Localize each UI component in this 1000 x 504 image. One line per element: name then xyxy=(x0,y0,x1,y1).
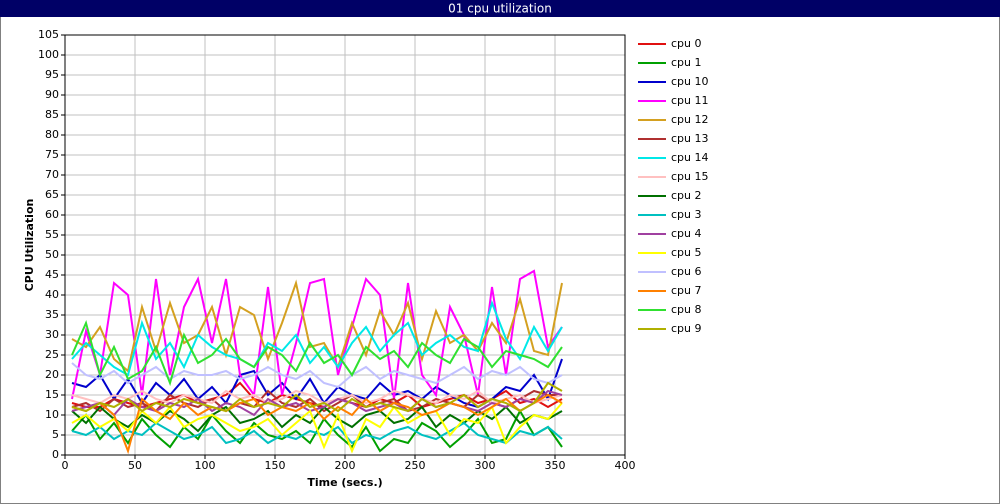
x-axis-label: Time (secs.) xyxy=(307,476,382,489)
legend-label: cpu 13 xyxy=(671,132,709,145)
y-tick-label: 95 xyxy=(45,68,59,81)
y-tick-label: 40 xyxy=(45,288,59,301)
legend-label: cpu 14 xyxy=(671,151,709,164)
legend-label: cpu 9 xyxy=(671,322,702,335)
y-axis-label: CPU Utilization xyxy=(23,199,36,292)
series-line xyxy=(71,362,563,389)
x-tick-label: 200 xyxy=(335,459,356,472)
series-line xyxy=(71,389,563,417)
y-tick-label: 5 xyxy=(52,428,59,441)
y-tick-label: 90 xyxy=(45,88,59,101)
y-tick-label: 10 xyxy=(45,408,59,421)
x-tick-label: 150 xyxy=(265,459,286,472)
legend-label: cpu 5 xyxy=(671,246,702,259)
y-tick-label: 15 xyxy=(45,388,59,401)
x-tick-label: 350 xyxy=(545,459,566,472)
chart-title: 01 cpu utilization xyxy=(448,2,552,16)
title-bar xyxy=(0,0,1000,17)
x-tick-label: 100 xyxy=(195,459,216,472)
plot-border xyxy=(64,34,626,456)
legend-label: cpu 3 xyxy=(671,208,702,221)
legend-label: cpu 1 xyxy=(671,56,702,69)
y-tick-label: 55 xyxy=(45,228,59,241)
y-tick-label: 75 xyxy=(45,148,59,161)
legend-label: cpu 7 xyxy=(671,284,702,297)
series-line xyxy=(71,381,563,413)
y-tick-label: 0 xyxy=(52,448,59,461)
series-line xyxy=(71,421,563,445)
x-tick-label: 0 xyxy=(62,459,69,472)
legend-label: cpu 6 xyxy=(671,265,702,278)
y-tick-label: 35 xyxy=(45,308,59,321)
x-tick-label: 250 xyxy=(405,459,426,472)
series-line xyxy=(71,319,563,387)
series-line xyxy=(71,389,563,405)
x-tick-label: 50 xyxy=(128,459,142,472)
legend-label: cpu 2 xyxy=(671,189,702,202)
y-tick-label: 30 xyxy=(45,328,59,341)
legend-label: cpu 12 xyxy=(671,113,709,126)
series-line xyxy=(71,402,563,454)
y-tick-label: 85 xyxy=(45,108,59,121)
y-tick-label: 20 xyxy=(45,368,59,381)
x-tick-label: 400 xyxy=(615,459,636,472)
x-tick-label: 300 xyxy=(475,459,496,472)
y-tick-label: 70 xyxy=(45,168,59,181)
y-tick-label: 25 xyxy=(45,348,59,361)
legend-label: cpu 10 xyxy=(671,75,709,88)
y-tick-label: 50 xyxy=(45,248,59,261)
y-tick-label: 80 xyxy=(45,128,59,141)
legend-label: cpu 0 xyxy=(671,37,702,50)
legend-label: cpu 15 xyxy=(671,170,709,183)
legend-label: cpu 11 xyxy=(671,94,709,107)
y-tick-label: 60 xyxy=(45,208,59,221)
series-line xyxy=(71,393,563,455)
legend-label: cpu 4 xyxy=(671,227,702,240)
y-tick-label: 45 xyxy=(45,268,59,281)
y-tick-label: 105 xyxy=(38,28,59,41)
series-line xyxy=(71,299,563,377)
y-tick-label: 65 xyxy=(45,188,59,201)
y-tick-label: 100 xyxy=(38,48,59,61)
legend-label: cpu 8 xyxy=(671,303,702,316)
